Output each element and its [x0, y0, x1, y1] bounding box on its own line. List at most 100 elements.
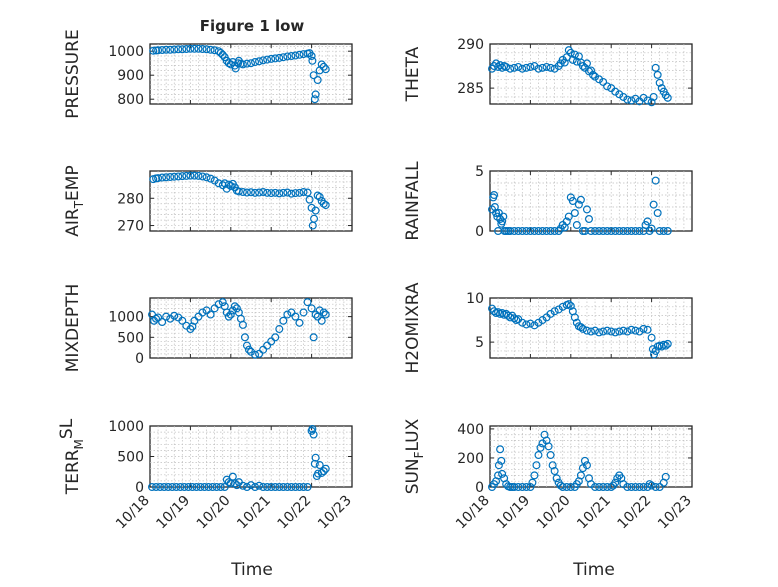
plot-area: [489, 170, 693, 232]
data-point-mixdepth: [232, 304, 241, 313]
data-point-terr: [204, 483, 213, 492]
data-point-mixdepth: [242, 341, 251, 350]
data-point-rainfall: [490, 191, 499, 200]
data-point-rainfall: [659, 227, 668, 236]
data-point-pressure: [317, 60, 326, 69]
data-point-mixdepth: [315, 306, 324, 315]
data-point-sun: [510, 483, 519, 492]
data-point-mixdepth: [224, 312, 233, 321]
data-point-terr: [309, 430, 318, 439]
data-point-pressure: [198, 45, 207, 54]
data-point-air: [210, 176, 219, 185]
data-point-air: [194, 171, 203, 180]
data-point-sun: [580, 456, 589, 465]
data-point-sun: [651, 483, 660, 492]
data-point-mixdepth: [244, 345, 253, 354]
data-point-theta: [530, 62, 539, 71]
data-point-pressure: [263, 55, 272, 64]
data-point-air: [247, 188, 256, 197]
data-point-terr: [267, 483, 276, 492]
data-point-mixdepth: [186, 325, 195, 334]
data-point-pressure: [287, 51, 296, 60]
data-point-terr: [156, 483, 165, 492]
data-point-rainfall: [651, 176, 660, 185]
data-point-sun: [532, 461, 541, 470]
data-point-terr: [247, 481, 256, 490]
data-point-theta: [599, 77, 608, 86]
data-point-air: [174, 172, 183, 181]
data-point-rainfall: [615, 227, 624, 236]
data-point-h2omixra: [599, 327, 608, 336]
data-point-air: [287, 189, 296, 198]
y-tick-label: 200: [457, 451, 484, 467]
data-point-rainfall: [514, 227, 523, 236]
data-point-air: [295, 188, 304, 197]
plot-area: [149, 43, 353, 105]
data-point-rainfall: [627, 227, 636, 236]
data-point-terr: [283, 483, 292, 492]
data-point-theta: [653, 70, 662, 79]
data-point-mixdepth: [295, 318, 304, 327]
data-point-air: [234, 187, 243, 196]
data-point-h2omixra: [586, 327, 595, 336]
data-point-h2omixra: [564, 300, 573, 309]
data-point-h2omixra: [534, 318, 543, 327]
data-point-theta: [514, 62, 523, 71]
y-tick-label: 280: [117, 191, 144, 207]
data-point-air: [259, 188, 268, 197]
data-point-pressure: [238, 60, 247, 69]
data-point-sun: [607, 483, 616, 492]
data-point-pressure: [242, 59, 251, 68]
data-point-theta: [572, 57, 581, 66]
data-point-theta: [649, 92, 658, 101]
data-point-theta: [586, 66, 595, 75]
y-axis-label: RAINFALL: [403, 161, 423, 241]
data-point-rainfall: [522, 227, 531, 236]
data-point-air: [178, 172, 187, 181]
data-point-h2omixra: [615, 327, 624, 336]
data-point-terr: [196, 483, 205, 492]
data-point-mixdepth: [162, 312, 171, 321]
y-axis-label: THETA: [403, 46, 423, 102]
data-point-theta: [566, 48, 575, 57]
data-point-sun: [530, 471, 539, 480]
data-point-sun: [661, 472, 670, 481]
data-point-mixdepth: [190, 316, 199, 325]
data-point-h2omixra: [639, 324, 648, 333]
data-point-pressure: [255, 57, 264, 66]
data-point-mixdepth: [271, 333, 280, 342]
data-point-h2omixra: [643, 325, 652, 334]
y-tick-label: 0: [135, 480, 144, 496]
y-tick-label: 500: [117, 450, 144, 466]
data-point-air: [214, 179, 223, 188]
data-point-h2omixra: [607, 327, 616, 336]
data-point-mixdepth: [152, 314, 161, 323]
data-point-rainfall: [492, 209, 501, 218]
data-point-mixdepth: [259, 345, 268, 354]
data-point-mixdepth: [319, 308, 328, 317]
y-tick-label: 10: [466, 291, 484, 307]
y-tick-label: 0: [475, 480, 484, 496]
data-point-h2omixra: [623, 327, 632, 336]
data-point-mixdepth: [202, 306, 211, 315]
data-point-rainfall: [534, 227, 543, 236]
data-point-sun: [582, 461, 591, 470]
data-point-pressure: [149, 46, 158, 55]
data-point-terr: [180, 483, 189, 492]
data-point-air: [263, 188, 272, 197]
data-point-h2omixra: [546, 309, 555, 318]
data-point-pressure: [321, 65, 330, 74]
data-point-sun: [550, 467, 559, 476]
data-point-rainfall: [635, 227, 644, 236]
data-point-air: [190, 171, 199, 180]
data-point-pressure: [313, 75, 322, 84]
data-point-rainfall: [568, 197, 577, 206]
data-point-pressure: [311, 90, 320, 99]
data-point-sun: [595, 483, 604, 492]
y-tick-label: 900: [117, 68, 144, 84]
data-point-h2omixra: [570, 313, 579, 322]
data-point-pressure: [247, 59, 256, 68]
data-point-rainfall: [498, 217, 507, 226]
data-point-theta: [639, 93, 648, 102]
data-point-air: [275, 189, 284, 198]
